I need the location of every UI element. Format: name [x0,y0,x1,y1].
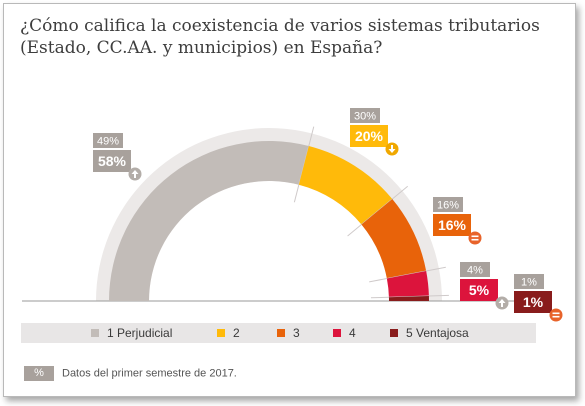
footnote-text: Datos del primer semestre de 2017. [62,367,237,380]
up-icon [495,296,509,310]
legend-item-2: 2 [217,323,240,343]
equal-icon [549,308,563,322]
legend-swatch [91,329,99,337]
segment-5 [388,295,429,301]
legend-swatch [390,329,398,337]
chart-title: ¿Cómo califica la coexistencia de varios… [20,16,540,58]
footnote: % Datos del primer semestre de 2017. [24,366,237,381]
segment-4 [386,271,429,298]
current-value-box [433,214,471,236]
current-value: 20% [355,128,384,144]
legend-item-5: 5 Ventajosa [390,323,469,343]
data-label-2: 30%20% [350,108,399,156]
current-value-box [514,291,552,313]
previous-value: 16% [437,200,459,212]
segment-1 [109,140,309,301]
current-value-box [93,150,131,172]
legend-swatch [277,329,285,337]
previous-value-box [93,133,123,148]
current-value: 1% [523,294,544,310]
up-icon [128,167,142,181]
previous-value-box [460,262,490,277]
equal-icon [468,231,482,245]
percent-box: % [24,366,54,381]
data-label-3: 16%16% [433,197,482,245]
segment-3 [361,199,427,279]
current-value: 16% [438,217,467,233]
previous-value-box [350,108,380,123]
data-label-4: 4%5% [460,262,509,310]
legend-label: 1 Perjudicial [107,326,173,340]
legend-label: 4 [349,326,356,340]
legend-item-1: 1 Perjudicial [91,323,172,343]
segment-2 [298,146,393,225]
previous-value: 1% [521,277,537,289]
previous-value: 30% [354,111,376,123]
legend-item-3: 3 [277,323,300,343]
current-value-box [350,125,388,147]
legend-swatch [333,329,341,337]
data-label-5: 1%1% [514,274,563,322]
legend-label: 3 [293,326,300,340]
previous-value: 4% [467,265,483,277]
segment-divider [369,266,446,283]
previous-value-box [433,197,463,212]
current-value: 5% [469,282,490,298]
legend-swatch [217,329,225,337]
current-value-box [460,279,498,301]
current-value: 58% [98,153,127,169]
legend-item-4: 4 [333,323,356,343]
down-icon [385,142,399,156]
data-label-1: 49%58% [93,133,142,181]
previous-value: 49% [97,136,119,148]
previous-value-box [514,274,544,289]
legend: 1 Perjudicial 2 3 4 5 Ventajosa [21,323,536,343]
legend-label: 2 [233,326,240,340]
legend-label: 5 Ventajosa [406,326,469,340]
